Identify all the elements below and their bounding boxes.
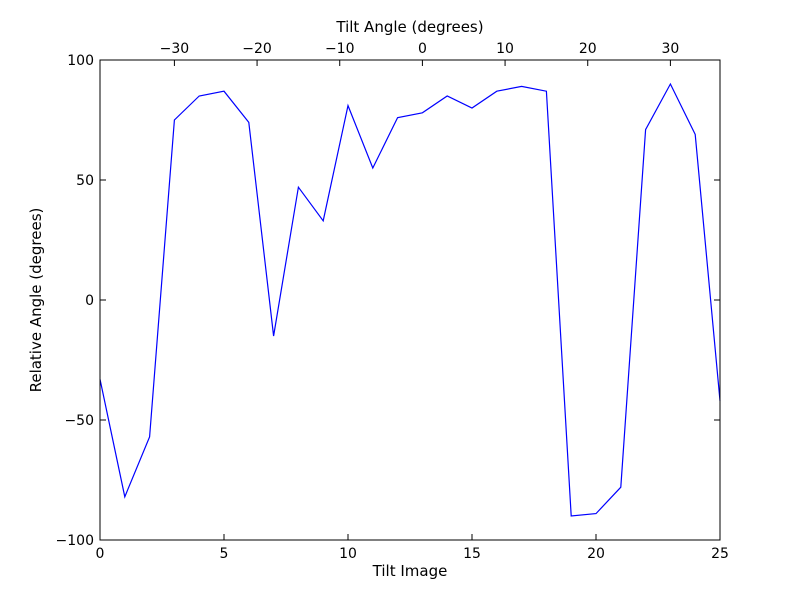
top-x-axis-label: Tilt Angle (degrees) [335,18,483,36]
top-x-tick-label: 20 [579,41,597,57]
y-tick-label: 100 [67,53,94,69]
x-tick-label: 10 [339,546,357,562]
y-tick-label: 0 [85,293,94,309]
series-group [100,84,720,516]
top-x-tick-label: −20 [242,41,272,57]
tick-marks [100,60,720,540]
y-axis-label: Relative Angle (degrees) [27,208,45,393]
top-x-tick-label: −30 [160,41,190,57]
series-line [100,84,720,516]
top-x-tick-label: 30 [661,41,679,57]
x-tick-label: 15 [463,546,481,562]
x-tick-label: 20 [587,546,605,562]
top-x-tick-label: −10 [325,41,355,57]
y-tick-label: −100 [56,533,94,549]
top-x-tick-label: 0 [418,41,427,57]
y-tick-label: 50 [76,173,94,189]
plot-frame [100,60,720,540]
x-tick-label: 25 [711,546,729,562]
x-axis-label: Tilt Image [372,562,448,580]
x-tick-label: 0 [96,546,105,562]
x-tick-label: 5 [220,546,229,562]
top-x-tick-label: 10 [496,41,514,57]
y-tick-label: −50 [64,413,94,429]
